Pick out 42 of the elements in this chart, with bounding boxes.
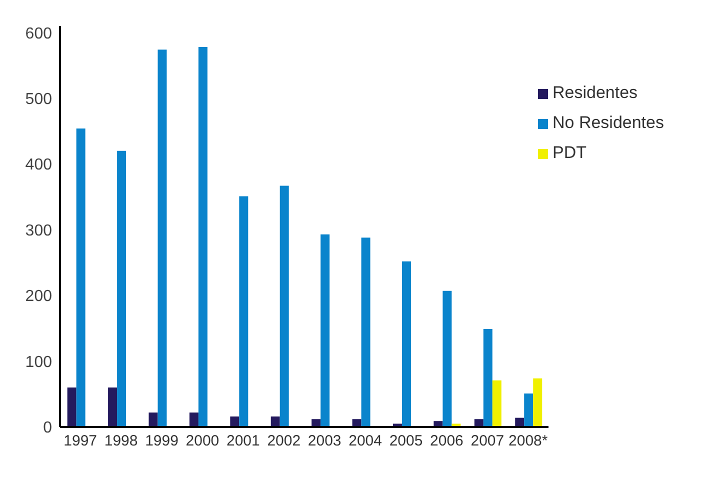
y-tick-label: 300 (25, 222, 52, 240)
bar (492, 380, 502, 427)
bar (230, 416, 240, 427)
x-tick-label: 2004 (348, 432, 382, 450)
x-tick-label: 2007 (470, 432, 504, 450)
bar (442, 290, 452, 427)
y-tick-label: 200 (25, 288, 52, 306)
bar (108, 388, 118, 427)
x-tick-label: 2003 (308, 432, 342, 450)
bar (524, 393, 534, 427)
bar (280, 186, 289, 427)
y-tick-label: 500 (25, 90, 52, 108)
y-tick-label: 0 (43, 420, 52, 437)
bar (533, 378, 542, 427)
bar (239, 196, 248, 427)
legend-label: No Residentes (552, 113, 664, 132)
bar (361, 238, 370, 427)
x-tick-label: 2000 (186, 432, 220, 450)
bar (76, 128, 86, 427)
x-tick-label: 2008* (508, 432, 548, 450)
bar (270, 416, 280, 427)
x-tick-label: 1998 (104, 432, 138, 450)
bar (402, 261, 411, 427)
bar (189, 412, 198, 427)
x-tick-label: 1997 (64, 432, 98, 450)
x-tick-label: 2005 (389, 432, 423, 450)
legend-label: PDT (552, 143, 586, 162)
x-tick-label: 2002 (267, 432, 301, 450)
bar (117, 150, 126, 427)
bar (483, 329, 492, 427)
bar (158, 50, 167, 427)
x-tick-label: 1999 (145, 432, 178, 450)
y-tick-label: 600 (25, 25, 52, 42)
bar (148, 412, 158, 427)
legend-label: Residentes (552, 83, 638, 102)
bar (320, 234, 330, 427)
x-tick-label: 2001 (226, 432, 260, 450)
y-tick-label: 100 (25, 354, 52, 371)
x-tick-label: 2006 (430, 432, 464, 450)
y-tick-label: 400 (25, 156, 52, 174)
bar (67, 388, 76, 427)
bar (198, 47, 208, 427)
